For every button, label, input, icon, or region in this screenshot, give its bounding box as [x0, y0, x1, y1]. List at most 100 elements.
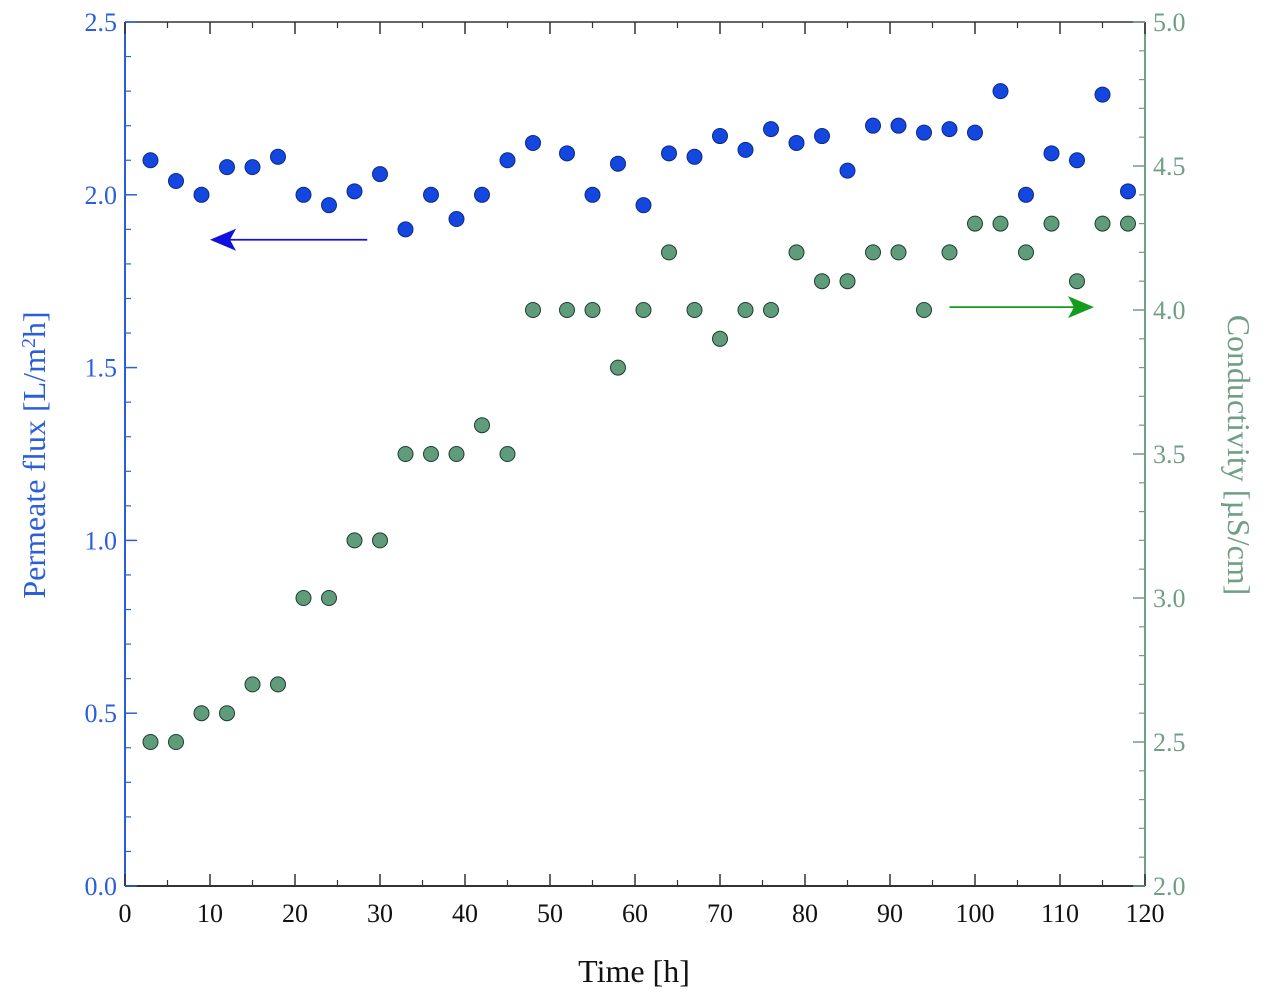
y-right-tick-label: 3.5 [1153, 440, 1186, 469]
conductivity-point [244, 676, 261, 693]
flux-point [321, 197, 337, 214]
flux-point [788, 134, 805, 151]
flux-point [525, 134, 541, 151]
y-left-title-superscript: 2 [18, 338, 40, 348]
conductivity-point [142, 734, 159, 750]
conductivity-point [916, 302, 932, 318]
conductivity-point [499, 446, 516, 462]
flux-point [584, 186, 601, 203]
conductivity-point [1120, 215, 1136, 232]
conductivity-point [635, 302, 652, 318]
flux-point [295, 186, 312, 203]
conductivity-point [763, 302, 779, 318]
flux-point [559, 145, 575, 162]
flux-point [1094, 86, 1111, 103]
conductivity-point [346, 532, 363, 549]
flux-point [474, 186, 490, 203]
flux-point [219, 159, 235, 176]
conductivity-point [661, 244, 677, 261]
conductivity-point [890, 244, 907, 261]
flux-point [967, 124, 983, 141]
y-left-tick-label: 1.0 [85, 526, 118, 555]
flux-point [610, 155, 626, 172]
flux-point [423, 186, 439, 203]
conductivity-point [448, 446, 465, 462]
conductivity-point [168, 734, 184, 750]
y-right-axis-ticks: 2.0 2.5 3.0 3.5 4.0 4.5 5.0 [1133, 8, 1186, 901]
conductivity-point [295, 590, 312, 606]
y-right-tick-label: 2.0 [1153, 872, 1186, 901]
x-tick-label: 70 [707, 899, 733, 928]
y-left-tick-label: 1.5 [85, 354, 118, 383]
conductivity-point [686, 302, 703, 318]
conductivity-point [397, 446, 414, 462]
conductivity-point [1043, 215, 1060, 232]
flux-point [865, 117, 881, 134]
conductivity-point [584, 302, 601, 318]
x-tick-label: 80 [792, 899, 818, 928]
x-tick-label: 60 [622, 899, 648, 928]
y-left-title-suffix: h] [16, 311, 52, 338]
flux-point [737, 141, 754, 158]
conductivity-point [992, 215, 1009, 232]
conductivity-point [1094, 215, 1111, 232]
x-tick-label: 120 [1126, 899, 1165, 928]
flux-point [193, 186, 210, 203]
flux-point [686, 148, 703, 165]
conductivity-point [839, 273, 856, 290]
conductivity-point [219, 705, 235, 722]
conductivity-point [525, 302, 541, 318]
flux-point [168, 172, 184, 189]
conductivity-arrow-head [1068, 296, 1094, 319]
y-left-tick-label: 0.5 [85, 699, 118, 728]
conductivity-point [474, 417, 490, 434]
flux-point [992, 83, 1009, 100]
flux-point [397, 221, 414, 238]
flux-point [635, 197, 652, 214]
flux-point [270, 148, 286, 165]
conductivity-point [193, 705, 210, 722]
y-left-tick-label: 0.0 [85, 872, 118, 901]
y-left-tick-label: 2.5 [85, 8, 118, 37]
conductivity-series [142, 215, 1136, 750]
flux-point [448, 210, 465, 227]
flux-point [890, 117, 907, 134]
x-tick-label: 10 [197, 899, 223, 928]
y-right-tick-label: 4.0 [1153, 296, 1186, 325]
flux-point [941, 121, 958, 138]
conductivity-point [788, 244, 805, 261]
y-right-tick-label: 4.5 [1153, 152, 1186, 181]
y-right-axis-title: Conductivity [µS/cm] [1221, 315, 1257, 596]
y-left-tick-label: 2.0 [85, 181, 118, 210]
x-tick-label: 20 [282, 899, 308, 928]
conductivity-point [737, 302, 754, 318]
flux-point [916, 124, 932, 141]
flux-point [712, 128, 728, 145]
y-left-title-prefix: Permeate flux [L/m [16, 348, 52, 599]
flux-point [1018, 186, 1034, 203]
annotations [210, 228, 1094, 319]
flux-point [1120, 183, 1136, 200]
x-tick-label: 90 [877, 899, 903, 928]
flux-point [661, 145, 677, 162]
x-tick-label: 40 [452, 899, 478, 928]
conductivity-point [1069, 273, 1085, 290]
permeate-flux-series [142, 83, 1136, 238]
conductivity-point [941, 244, 958, 261]
conductivity-point [1018, 244, 1034, 261]
x-axis-title: Time [h] [578, 953, 690, 989]
x-tick-label: 110 [1041, 899, 1079, 928]
x-tick-label: 30 [367, 899, 393, 928]
flux-point [814, 128, 830, 145]
conductivity-point [321, 590, 337, 606]
conductivity-point [814, 273, 830, 290]
y-right-tick-label: 3.0 [1153, 584, 1186, 613]
y-left-axis-title: Permeate flux [L/m2h] [16, 311, 52, 598]
x-tick-label: 100 [956, 899, 995, 928]
y-left-axis-ticks: 0.0 0.5 1.0 1.5 2.0 2.5 [85, 8, 137, 901]
y-right-tick-label: 5.0 [1153, 8, 1186, 37]
conductivity-point [610, 359, 626, 376]
flux-point [839, 162, 856, 179]
flux-point [499, 152, 516, 169]
